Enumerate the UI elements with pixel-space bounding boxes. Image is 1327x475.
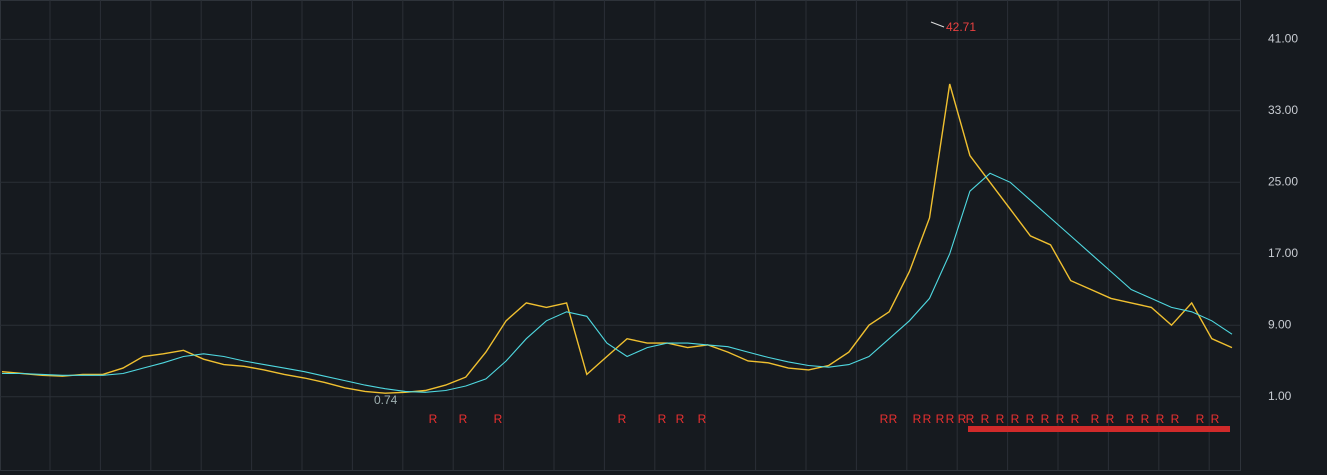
- event-marker: R: [958, 412, 967, 426]
- event-marker: R: [676, 412, 685, 426]
- event-marker: R: [1071, 412, 1080, 426]
- y-tick-label: 33.00: [1268, 103, 1298, 117]
- event-marker: R: [459, 412, 468, 426]
- event-marker: R: [1106, 412, 1115, 426]
- event-marker: R: [1056, 412, 1065, 426]
- y-tick-label: 1.00: [1268, 389, 1292, 403]
- high-label: 42.71: [946, 20, 976, 34]
- event-marker: R: [913, 412, 922, 426]
- event-marker: R: [1156, 412, 1165, 426]
- y-tick-label: 9.00: [1268, 317, 1292, 331]
- event-marker: R: [1211, 412, 1220, 426]
- high-pointer: [930, 21, 945, 28]
- event-marker: R: [1126, 412, 1135, 426]
- event-marker: R: [936, 412, 945, 426]
- price-line: [1, 83, 1233, 394]
- event-marker: R: [1171, 412, 1180, 426]
- y-tick-label: 17.00: [1268, 246, 1298, 260]
- event-marker: R: [946, 412, 955, 426]
- event-marker: R: [429, 412, 438, 426]
- event-marker: R: [698, 412, 707, 426]
- event-marker: R: [1026, 412, 1035, 426]
- price-line: [2, 172, 1233, 393]
- event-marker: R: [658, 412, 667, 426]
- event-marker: R: [1196, 412, 1205, 426]
- event-marker: R: [923, 412, 932, 426]
- low-label: 0.74: [374, 393, 398, 407]
- y-tick-label: 25.00: [1268, 174, 1298, 188]
- event-marker: R: [981, 412, 990, 426]
- event-marker: R: [889, 412, 898, 426]
- plot-border: [0, 0, 1241, 471]
- event-marker: R: [494, 412, 503, 426]
- event-marker: R: [1011, 412, 1020, 426]
- event-marker: R: [618, 412, 627, 426]
- event-marker: R: [1141, 412, 1150, 426]
- event-marker: R: [966, 412, 975, 426]
- event-marker: R: [1091, 412, 1100, 426]
- y-tick-label: 41.00: [1268, 31, 1298, 45]
- event-marker: R: [1041, 412, 1050, 426]
- event-marker: R: [880, 412, 889, 426]
- event-band: [968, 426, 1230, 432]
- event-marker: R: [996, 412, 1005, 426]
